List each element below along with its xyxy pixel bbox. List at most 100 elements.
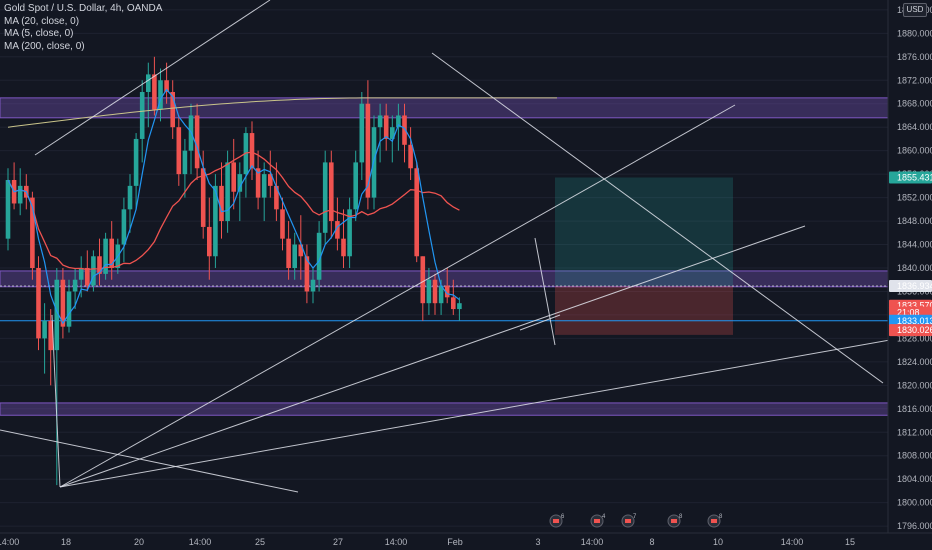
time-axis-label: 14:00	[581, 537, 604, 547]
chart-legend: Gold Spot / U.S. Dollar, 4h, OANDA MA (2…	[4, 3, 162, 53]
candle-body[interactable]	[17, 185, 23, 204]
candle-body[interactable]	[408, 144, 413, 169]
support-resistance-zone[interactable]	[0, 402, 889, 416]
price-tag-label: 1830.026	[897, 325, 932, 335]
candle-body[interactable]	[158, 80, 163, 110]
candle-body[interactable]	[194, 115, 200, 169]
symbol-title: Gold Spot / U.S. Dollar, 4h, OANDA	[4, 3, 163, 14]
candle-body[interactable]	[359, 103, 365, 163]
trend-line[interactable]	[59, 104, 736, 488]
trend-line[interactable]	[519, 314, 561, 331]
support-resistance-zone[interactable]	[0, 97, 889, 119]
candle-body[interactable]	[383, 115, 389, 139]
candle-body[interactable]	[213, 185, 218, 257]
candle-body[interactable]	[268, 174, 273, 186]
candle-body[interactable]	[207, 226, 212, 257]
candle-body[interactable]	[432, 279, 438, 304]
trend-line[interactable]	[0, 429, 299, 493]
candle-body[interactable]	[30, 197, 35, 268]
candle-body[interactable]	[292, 244, 297, 268]
indicator-ma5-label[interactable]: MA (5, close, 0)	[4, 28, 74, 39]
candle-body[interactable]	[48, 320, 53, 351]
candle-body[interactable]	[402, 115, 407, 145]
candle-body[interactable]	[414, 168, 419, 257]
candle-body[interactable]	[42, 320, 47, 339]
candle-body[interactable]	[396, 115, 401, 128]
candle-body[interactable]	[66, 291, 72, 327]
candle-body[interactable]	[377, 115, 383, 128]
candle-body[interactable]	[219, 185, 224, 222]
candle-body[interactable]	[103, 238, 108, 274]
candle-body[interactable]	[341, 238, 346, 257]
indicator-ma200-label[interactable]: MA (200, close, 0)	[4, 40, 85, 52]
candle-body[interactable]	[85, 268, 90, 286]
price-axis-label: 1828.000	[897, 333, 932, 343]
candle-body[interactable]	[54, 279, 60, 351]
candle-body[interactable]	[298, 244, 304, 257]
candle-body[interactable]	[225, 162, 230, 222]
candle-body[interactable]	[280, 209, 285, 239]
candle-body[interactable]	[36, 268, 41, 339]
candle-body[interactable]	[127, 185, 133, 210]
candle-body[interactable]	[261, 174, 267, 198]
trend-line[interactable]	[534, 237, 556, 346]
take-profit-box[interactable]	[555, 177, 733, 287]
candle-body[interactable]	[152, 74, 157, 110]
candle-body[interactable]	[420, 256, 426, 304]
candle-body[interactable]	[365, 103, 371, 198]
candle-body[interactable]	[5, 180, 11, 239]
candle-body[interactable]	[335, 221, 340, 239]
event-flag-icon	[711, 519, 717, 523]
candle-body[interactable]	[78, 268, 84, 280]
candle-body[interactable]	[316, 232, 322, 280]
candle-body[interactable]	[133, 138, 139, 186]
stop-loss-box[interactable]	[555, 286, 733, 335]
indicator-ma20-label[interactable]: MA (20, close, 0)	[4, 15, 80, 27]
candle-body[interactable]	[451, 297, 456, 310]
candle-body[interactable]	[329, 162, 334, 222]
candle-body[interactable]	[286, 238, 291, 268]
candle-body[interactable]	[139, 92, 145, 139]
price-axis[interactable]	[888, 0, 932, 533]
candle-body[interactable]	[310, 279, 316, 292]
candle-body[interactable]	[146, 74, 151, 92]
candle-body[interactable]	[164, 80, 169, 92]
candle-body[interactable]	[60, 279, 66, 327]
candle-body[interactable]	[97, 256, 102, 274]
time-axis[interactable]	[0, 533, 932, 550]
candle-body[interactable]	[347, 209, 352, 257]
candle-body[interactable]	[200, 168, 206, 227]
candle-body[interactable]	[274, 185, 279, 210]
candle-body[interactable]	[322, 162, 328, 233]
candle-body[interactable]	[91, 256, 96, 286]
candle-body[interactable]	[304, 256, 310, 292]
support-resistance-zone[interactable]	[0, 270, 889, 288]
trend-line[interactable]	[59, 339, 891, 488]
candle-body[interactable]	[109, 238, 114, 268]
ma200-line[interactable]	[7, 97, 557, 128]
candle-body[interactable]	[353, 162, 358, 210]
candle-body[interactable]	[231, 162, 236, 192]
ma5-line[interactable]	[7, 88, 460, 325]
currency-button[interactable]: USD	[903, 3, 927, 17]
candle-body[interactable]	[426, 279, 432, 304]
candle-body[interactable]	[182, 150, 188, 175]
candle-body[interactable]	[255, 168, 261, 198]
candle-body[interactable]	[438, 285, 444, 304]
candle-body[interactable]	[121, 209, 127, 245]
candle-body[interactable]	[249, 133, 255, 169]
candle-body[interactable]	[237, 174, 243, 192]
candle-body[interactable]	[457, 303, 462, 310]
candle-body[interactable]	[390, 127, 395, 139]
trend-line[interactable]	[59, 225, 806, 488]
ma20-line[interactable]	[7, 151, 460, 271]
trend-line[interactable]	[431, 52, 884, 384]
candle-body[interactable]	[176, 127, 182, 175]
trend-line[interactable]	[51, 314, 61, 488]
trend-line[interactable]	[34, 0, 271, 156]
candle-body[interactable]	[444, 285, 450, 298]
candle-body[interactable]	[72, 279, 78, 292]
candle-body[interactable]	[170, 92, 175, 128]
